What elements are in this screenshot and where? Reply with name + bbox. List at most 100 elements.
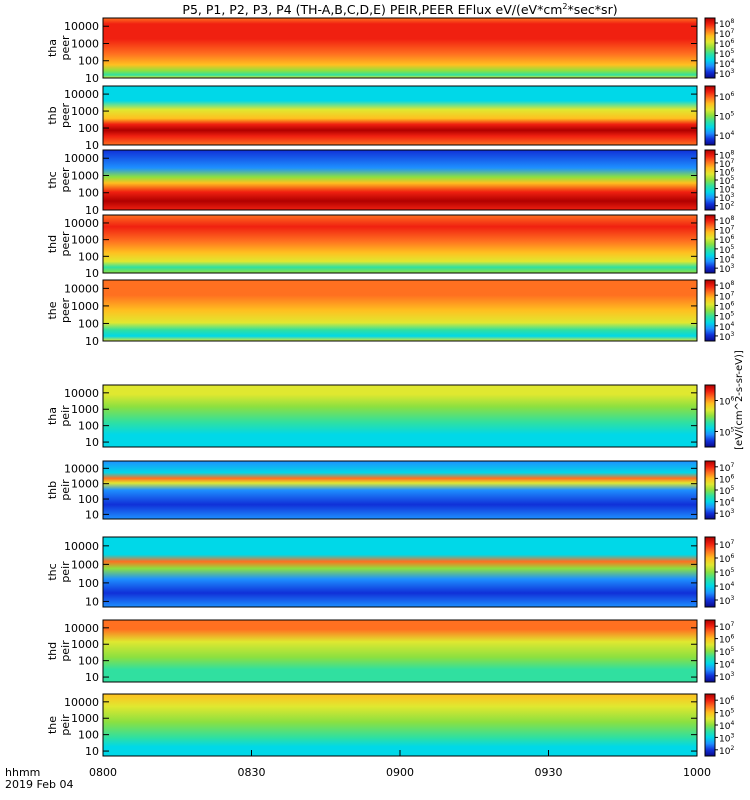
- colorbar-tick-label: 108: [719, 18, 734, 30]
- colorbar-tick-label: 108: [719, 280, 734, 292]
- colorbar-tick-label: 107: [719, 539, 734, 551]
- panel-label-species: peir: [59, 561, 72, 583]
- colorbar-tick-label: 104: [719, 658, 734, 670]
- panel-frame: [102, 384, 698, 448]
- panel-label-probe: thd: [46, 642, 59, 660]
- panel-label-species: peir: [59, 405, 72, 427]
- y-tick-label: 10000: [64, 88, 99, 101]
- colorbar-tick-label: 105: [719, 427, 734, 439]
- panel-label-species: peer: [59, 167, 72, 193]
- panel-thb-peer: 10 100 1000 10000 thb peer 104 105 106: [46, 85, 734, 152]
- colorbar-tick-label: 106: [719, 473, 734, 485]
- y-tick-label: 100: [78, 729, 99, 742]
- spectrogram-image: [103, 537, 697, 607]
- colorbar-tick-label: 106: [719, 695, 734, 707]
- spectrogram-image: [103, 385, 697, 447]
- y-tick-label: 100: [78, 122, 99, 135]
- spectrogram-image: [103, 694, 697, 756]
- colorbar-tick-label: 104: [719, 720, 734, 732]
- time-tick-label: 0900: [386, 766, 414, 779]
- colorbar-tick-label: 104: [719, 130, 734, 142]
- y-tick-label: 10000: [64, 540, 99, 553]
- y-tick-label: 1000: [71, 638, 99, 651]
- panel-label-probe: tha: [46, 407, 59, 425]
- colorbar-tick-label: 106: [719, 553, 734, 565]
- panel-label-probe: the: [46, 716, 59, 734]
- colorbar-tick-label: 105: [719, 111, 734, 123]
- panel-label-probe: thd: [46, 235, 59, 253]
- colorbar-tick-label: 105: [719, 567, 734, 579]
- colorbar-tick-label: 104: [719, 581, 734, 593]
- colorbar-tick-label: 105: [719, 244, 734, 256]
- colorbar-tick-label: 105: [719, 48, 734, 60]
- time-axis-label-date: 2019 Feb 04: [5, 778, 73, 791]
- y-tick-label: 1000: [71, 558, 99, 571]
- y-tick-label: 10000: [64, 282, 99, 295]
- colorbar-tick-label: 106: [719, 634, 734, 646]
- time-axis: 0800 0830 0900 0930 1000: [89, 750, 711, 779]
- panel-label-species: peer: [59, 231, 72, 257]
- colorbar-tick-label: 107: [719, 621, 734, 633]
- panel-label-probe: thb: [46, 106, 59, 124]
- y-tick-label: 10: [85, 72, 99, 85]
- spectrogram-image: [103, 86, 697, 145]
- spectrogram-image: [103, 280, 697, 341]
- panel-frame: [102, 536, 698, 608]
- panel-thc-peer: 10 100 1000 10000 thc peer 1021031041051061071…: [46, 149, 734, 217]
- colorbar-tick-label: 105: [719, 646, 734, 658]
- time-axis-label-hhmm: hhmm: [5, 766, 40, 779]
- panel-frame: [102, 619, 698, 683]
- colorbar-tick-label: 106: [719, 396, 734, 408]
- colorbar-tick-label: 104: [719, 254, 734, 266]
- spectrogram-image: [103, 620, 697, 682]
- panel-label-probe: thb: [46, 481, 59, 499]
- spectrogram-image: [103, 18, 697, 78]
- colorbar-tick-label: 104: [719, 321, 734, 333]
- colorbar-tick-label: 103: [719, 68, 734, 80]
- y-tick-label: 100: [78, 55, 99, 68]
- colorbar: [704, 17, 716, 79]
- colorbar-tick-label: 107: [719, 28, 734, 40]
- y-tick-label: 10000: [64, 696, 99, 709]
- colorbar-tick-label: 106: [719, 166, 734, 178]
- y-tick-label: 10000: [64, 387, 99, 400]
- y-tick-label: 10: [85, 335, 99, 348]
- colorbar: [704, 693, 716, 757]
- panel-frame: [102, 279, 698, 342]
- time-tick-label: 0800: [89, 766, 117, 779]
- panel-label-probe: the: [46, 301, 59, 319]
- colorbar-tick-label: 103: [719, 595, 734, 607]
- colorbar-tick-label: 107: [719, 462, 734, 474]
- panel-frame: [102, 17, 698, 79]
- colorbar-tick-label: 103: [719, 192, 734, 204]
- colorbar-tick-label: 102: [719, 745, 734, 757]
- colorbar-tick-label: 103: [719, 732, 734, 744]
- panel-label-species: peir: [59, 714, 72, 736]
- y-tick-label: 1000: [71, 234, 99, 247]
- colorbar-tick-label: 106: [719, 300, 734, 312]
- panel-label-species: peer: [59, 298, 72, 324]
- y-tick-label: 100: [78, 250, 99, 263]
- y-tick-label: 10: [85, 508, 99, 521]
- y-tick-label: 1000: [71, 712, 99, 725]
- panel-label-species: peir: [59, 640, 72, 662]
- y-tick-label: 10: [85, 436, 99, 449]
- panel-label-probe: thc: [46, 171, 59, 188]
- colorbar-tick-label: 103: [719, 508, 734, 520]
- colorbar: [704, 536, 716, 608]
- panel-label-species: peer: [59, 103, 72, 129]
- spectrogram-image: [103, 215, 697, 273]
- y-tick-label: 10: [85, 745, 99, 758]
- y-tick-label: 10: [85, 139, 99, 152]
- colorbar-tick-label: 104: [719, 184, 734, 196]
- chart-title: P5, P1, P2, P3, P4 (TH-A,B,C,D,E) PEIR,P…: [182, 2, 617, 17]
- panel-tha-peir: 10 100 1000 10000 tha peir 105 106: [46, 384, 734, 449]
- colorbar-tick-label: 106: [719, 91, 734, 103]
- spectrogram-image: [103, 150, 697, 210]
